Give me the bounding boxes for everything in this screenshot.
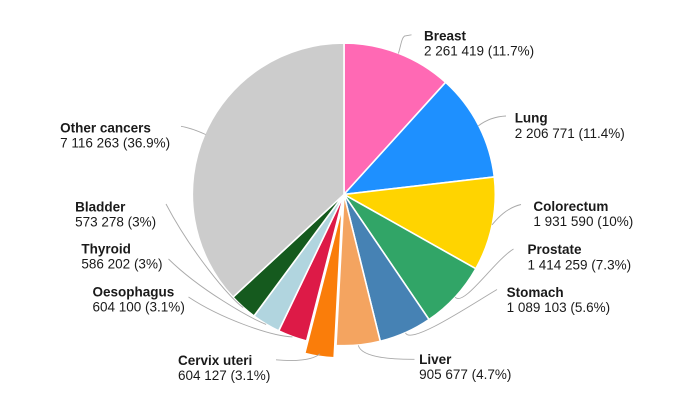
svg-text:1 089 103 (5.6%): 1 089 103 (5.6%) <box>507 300 611 315</box>
svg-text:Other cancers: Other cancers <box>60 120 151 135</box>
svg-text:1 931 590 (10%): 1 931 590 (10%) <box>533 214 633 229</box>
svg-text:Bladder: Bladder <box>75 200 126 215</box>
svg-text:Liver: Liver <box>419 352 452 367</box>
svg-text:Cervix uteri: Cervix uteri <box>178 353 252 368</box>
svg-text:604 127 (3.1%): 604 127 (3.1%) <box>178 368 270 383</box>
svg-text:586 202 (3%): 586 202 (3%) <box>81 257 162 272</box>
svg-text:Colorectum: Colorectum <box>533 199 608 214</box>
svg-text:Breast: Breast <box>424 28 467 43</box>
svg-text:7 116 263 (36.9%): 7 116 263 (36.9%) <box>60 135 170 150</box>
svg-text:Prostate: Prostate <box>528 242 583 257</box>
svg-text:Oesophagus: Oesophagus <box>93 284 175 299</box>
svg-text:1 414 259 (7.3%): 1 414 259 (7.3%) <box>528 257 632 272</box>
svg-text:604 100 (3.1%): 604 100 (3.1%) <box>93 300 185 315</box>
svg-text:2 206 771 (11.4%): 2 206 771 (11.4%) <box>515 126 625 141</box>
svg-text:2 261 419 (11.7%): 2 261 419 (11.7%) <box>424 43 534 58</box>
svg-text:Stomach: Stomach <box>507 285 564 300</box>
svg-text:905 677 (4.7%): 905 677 (4.7%) <box>419 367 511 382</box>
svg-text:Thyroid: Thyroid <box>81 242 130 257</box>
svg-text:Lung: Lung <box>515 111 548 126</box>
svg-text:573 278 (3%): 573 278 (3%) <box>75 215 156 230</box>
